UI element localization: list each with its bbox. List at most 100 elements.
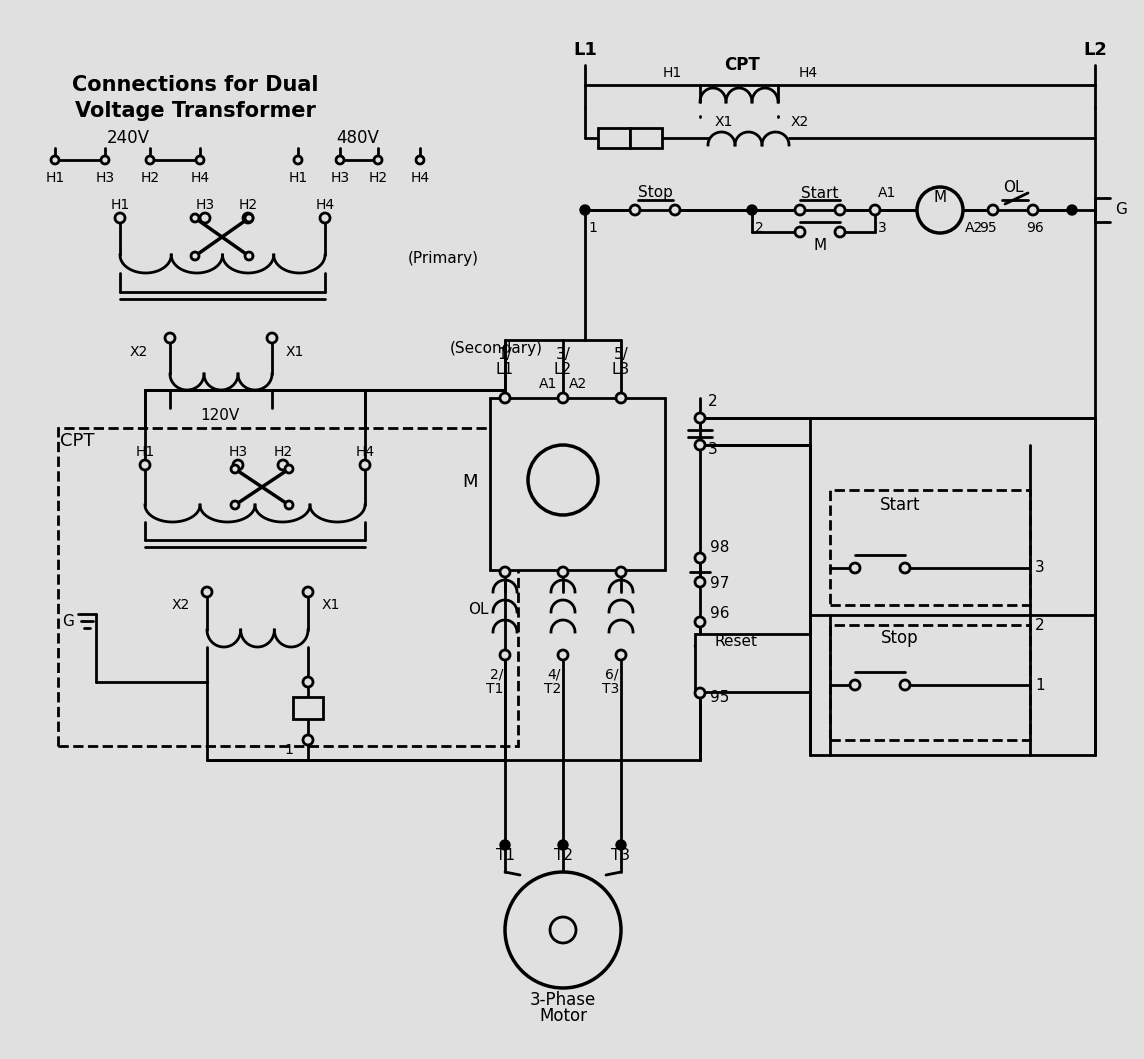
Text: H4: H4 (190, 170, 209, 185)
Text: 96: 96 (1026, 221, 1043, 235)
Text: H4: H4 (799, 66, 818, 80)
Circle shape (165, 333, 175, 343)
Circle shape (696, 553, 705, 563)
Text: L2: L2 (1083, 41, 1107, 59)
Text: 95: 95 (979, 221, 996, 235)
Circle shape (505, 872, 621, 988)
Circle shape (191, 252, 199, 261)
Circle shape (116, 213, 125, 223)
Bar (630, 128, 662, 148)
Circle shape (196, 156, 204, 164)
Text: A2: A2 (569, 377, 587, 391)
Circle shape (374, 156, 382, 164)
Bar (293, 697, 323, 719)
Circle shape (231, 465, 239, 473)
Text: X1: X1 (286, 345, 304, 359)
Text: X2: X2 (791, 115, 809, 129)
Circle shape (202, 587, 212, 597)
Text: 5/: 5/ (613, 347, 628, 362)
Text: CPT: CPT (724, 56, 760, 74)
Text: X1: X1 (321, 598, 341, 612)
Text: H4: H4 (411, 170, 429, 185)
Circle shape (988, 205, 998, 215)
Circle shape (303, 587, 313, 597)
Text: T2: T2 (554, 847, 572, 862)
Text: H4: H4 (316, 198, 334, 212)
Text: H2: H2 (368, 170, 388, 185)
Circle shape (191, 214, 199, 222)
Text: H1: H1 (288, 170, 308, 185)
Text: 97: 97 (710, 575, 730, 591)
Circle shape (416, 156, 424, 164)
Text: G: G (1115, 202, 1127, 217)
Bar (831, 625, 1030, 740)
Text: M: M (813, 238, 827, 253)
Circle shape (320, 213, 329, 223)
Circle shape (200, 213, 210, 223)
Text: OL: OL (1003, 180, 1023, 196)
Text: X1: X1 (715, 115, 733, 129)
Circle shape (615, 567, 626, 577)
Circle shape (360, 460, 370, 470)
Bar (490, 398, 665, 570)
Circle shape (1028, 205, 1038, 215)
Text: 1/: 1/ (498, 347, 513, 362)
Text: 240V: 240V (106, 129, 150, 147)
Text: T1: T1 (485, 682, 503, 696)
Circle shape (140, 460, 150, 470)
Circle shape (558, 840, 569, 850)
Text: 98: 98 (710, 540, 730, 556)
Text: H3: H3 (95, 170, 114, 185)
Text: 6/: 6/ (605, 668, 619, 682)
Text: A1: A1 (539, 377, 557, 391)
Text: T1: T1 (495, 847, 515, 862)
Text: X2: X2 (129, 345, 148, 359)
Circle shape (233, 460, 243, 470)
Text: 480V: 480V (336, 129, 380, 147)
Text: A1: A1 (877, 186, 897, 200)
Text: L3: L3 (612, 361, 630, 377)
Text: T3: T3 (602, 682, 619, 696)
Text: 2: 2 (755, 221, 764, 235)
Text: H3: H3 (196, 198, 215, 212)
Text: T2: T2 (543, 682, 561, 696)
Text: H2: H2 (238, 198, 257, 212)
Circle shape (336, 156, 344, 164)
Text: Stop: Stop (637, 185, 673, 200)
Circle shape (696, 439, 705, 450)
Text: T3: T3 (611, 847, 630, 862)
Circle shape (850, 563, 860, 573)
Circle shape (795, 205, 805, 215)
Circle shape (696, 577, 705, 587)
Circle shape (243, 213, 253, 223)
Text: (Secondary): (Secondary) (450, 341, 543, 356)
Circle shape (500, 393, 510, 403)
Text: 3: 3 (1035, 560, 1044, 575)
Text: H4: H4 (356, 445, 374, 459)
Bar (696, 634, 810, 692)
Text: 2/: 2/ (490, 668, 503, 682)
Circle shape (500, 567, 510, 577)
Text: Stop: Stop (881, 629, 919, 647)
Text: 3: 3 (708, 443, 717, 457)
Text: 1: 1 (588, 221, 597, 235)
Text: L2: L2 (554, 361, 572, 377)
Circle shape (146, 156, 154, 164)
Circle shape (500, 650, 510, 660)
Text: 1: 1 (1035, 678, 1044, 693)
Text: Reset: Reset (715, 634, 758, 649)
Circle shape (869, 205, 880, 215)
Text: H2: H2 (141, 170, 159, 185)
Circle shape (245, 214, 253, 222)
Circle shape (747, 205, 757, 215)
Text: H3: H3 (229, 445, 247, 459)
Text: Connections for Dual
Voltage Transformer: Connections for Dual Voltage Transformer (72, 75, 318, 121)
Text: OL: OL (468, 603, 488, 617)
Circle shape (696, 688, 705, 698)
Circle shape (900, 563, 909, 573)
Circle shape (900, 680, 909, 690)
Text: G: G (62, 614, 74, 629)
Circle shape (630, 205, 639, 215)
Circle shape (267, 333, 277, 343)
Text: Start: Start (801, 185, 839, 200)
